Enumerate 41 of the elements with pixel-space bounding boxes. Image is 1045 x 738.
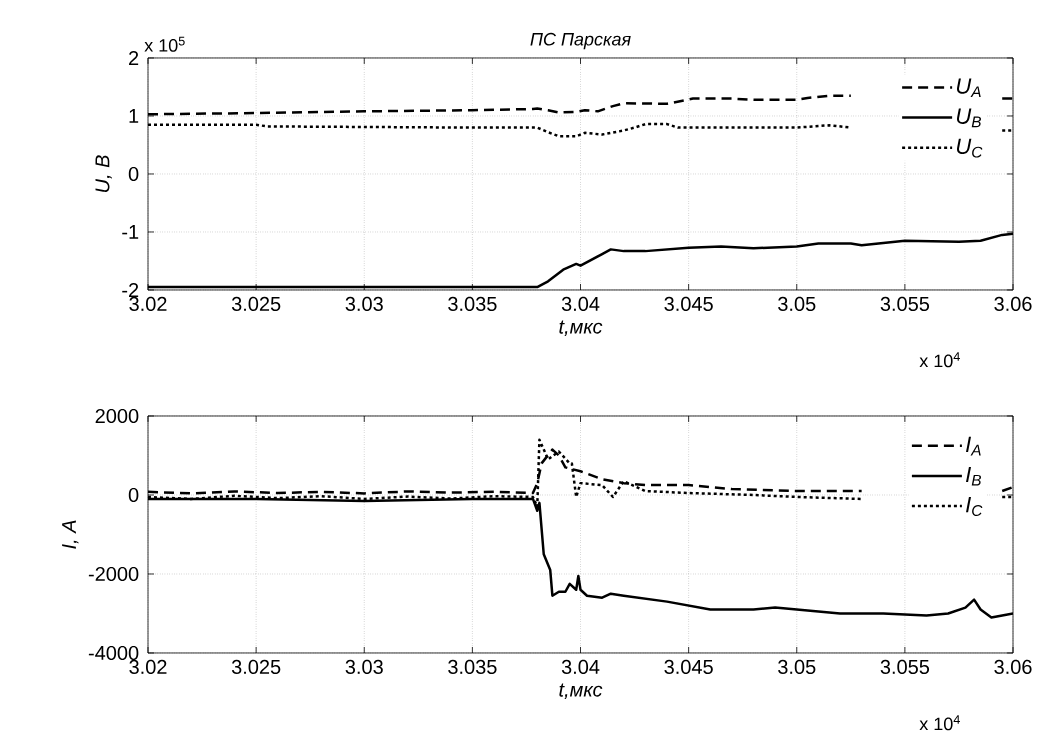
x-tick-label: 3.055 [880, 296, 930, 312]
x-axis-title: t,мкс [559, 320, 603, 337]
legend-label: U$_{A}$ [957, 78, 981, 98]
text: x 10$^{4}$ [919, 352, 960, 368]
y-tick-label: -4000 [88, 645, 139, 661]
x-tick-label: 3.04 [561, 659, 600, 675]
text: x 10$^{5}$ [144, 36, 185, 52]
text: x 10$^{4}$ [919, 715, 960, 731]
x-tick-label: 3.045 [664, 659, 713, 675]
x-tick-label: 3.03 [345, 296, 383, 312]
x-tick-label: 3.04 [561, 296, 600, 312]
y-tick-label: 2000 [95, 408, 139, 424]
y-tick-label: 2 [129, 51, 139, 65]
y-tick-label: -2000 [88, 566, 139, 582]
x-tick-label: 3.025 [231, 296, 281, 312]
legend-label: I$_{A}$ [966, 436, 981, 456]
y-tick-label: -2 [122, 283, 139, 297]
x-tick-label: 3.035 [448, 296, 497, 312]
legend-label: U$_{B}$ [957, 108, 981, 128]
x-tick-label: 3.05 [778, 296, 816, 312]
x-tick-label: 3.025 [231, 659, 281, 675]
x-tick-label: 3.045 [664, 296, 713, 312]
x-tick-label: 3.05 [778, 659, 816, 675]
y-axis-title: U, B [95, 155, 112, 192]
legend-label: I$_{C}$ [966, 497, 983, 516]
y-axis-title: I, A [62, 520, 79, 549]
y-tick-label: 0 [128, 166, 139, 182]
x-tick-label: 3.035 [448, 659, 497, 675]
x-axis-title: t,мкс [559, 683, 603, 700]
y-tick-label: 1 [129, 109, 139, 123]
x-tick-label: 3.06 [994, 659, 1032, 675]
y-tick-label: 0 [128, 487, 139, 503]
x-tick-label: 3.02 [129, 296, 167, 312]
x-tick-label: 3.055 [880, 659, 930, 675]
x-tick-label: 3.02 [129, 659, 167, 675]
x-tick-label: 3.03 [345, 659, 383, 675]
chart-title: ПС Парская [530, 32, 631, 50]
x-tick-label: 3.06 [994, 296, 1032, 312]
legend-label: I$_{B}$ [966, 466, 981, 486]
y-tick-label: -1 [122, 225, 139, 239]
legend-label: U$_{C}$ [957, 138, 983, 158]
